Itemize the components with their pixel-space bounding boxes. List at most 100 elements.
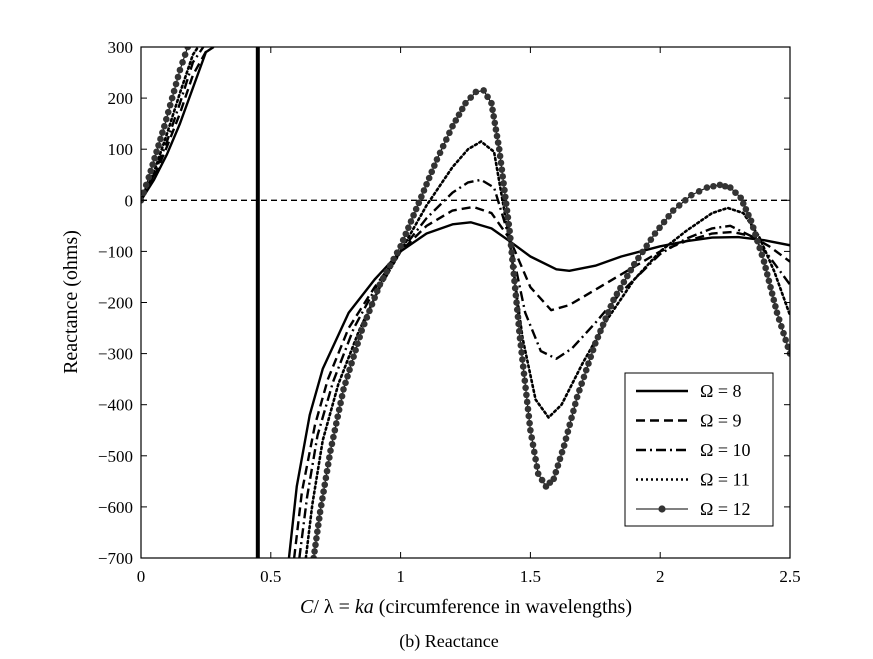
series-marker — [149, 161, 156, 168]
series-marker — [498, 166, 506, 173]
series-marker — [589, 346, 597, 354]
series-marker — [179, 59, 186, 66]
series-marker — [513, 306, 521, 313]
series-marker — [501, 186, 508, 194]
series-marker — [397, 242, 404, 250]
y-tick-label: −700 — [98, 549, 133, 568]
series-marker — [436, 149, 444, 157]
series-marker — [458, 105, 466, 113]
series-marker — [495, 145, 503, 153]
series-marker — [517, 342, 525, 349]
series-marker — [675, 202, 683, 209]
series-marker — [516, 327, 523, 335]
series-marker — [521, 377, 529, 385]
series-marker — [516, 334, 524, 342]
series-marker — [647, 236, 655, 243]
series-marker — [534, 470, 542, 477]
x-axis-label-lambda: / λ = — [313, 596, 355, 618]
series-marker — [157, 135, 164, 143]
series-marker — [721, 182, 729, 190]
series-marker — [576, 387, 583, 394]
series-marker — [558, 448, 566, 456]
series-marker — [784, 343, 790, 351]
series-marker — [462, 99, 469, 107]
series-marker — [489, 106, 496, 114]
series-marker — [446, 129, 453, 137]
series-marker — [467, 94, 474, 101]
series-marker — [332, 420, 340, 427]
legend-label: Ω = 8 — [700, 381, 742, 401]
series-marker — [502, 193, 509, 201]
series-marker — [509, 256, 516, 263]
series-marker — [340, 386, 347, 393]
series-marker — [508, 249, 516, 256]
legend-label: Ω = 12 — [700, 499, 751, 519]
series-layer — [141, 47, 790, 558]
series-marker — [455, 111, 463, 119]
series-marker — [407, 218, 415, 225]
reference-lines — [141, 47, 790, 558]
series-marker — [560, 442, 568, 449]
series-marker — [496, 152, 504, 160]
series-marker — [327, 447, 334, 454]
series-marker — [529, 441, 537, 449]
series-marker — [181, 51, 189, 58]
series-marker — [420, 187, 428, 194]
series-marker — [749, 224, 757, 231]
series-marker — [405, 224, 412, 231]
series-marker — [639, 248, 646, 256]
series-marker — [747, 217, 755, 225]
series-marker — [313, 534, 320, 542]
series-marker — [527, 426, 534, 434]
series-marker — [344, 373, 351, 380]
series-marker — [153, 148, 160, 156]
series-marker — [412, 205, 420, 213]
series-marker — [314, 521, 322, 529]
series-marker — [371, 294, 378, 302]
series-marker — [358, 327, 365, 334]
series-marker — [490, 113, 497, 120]
series-marker — [323, 467, 331, 475]
series-marker — [568, 414, 575, 422]
series-marker — [578, 380, 585, 387]
x-tick-label: 1 — [396, 567, 405, 586]
series-marker — [324, 461, 332, 468]
series-marker — [617, 284, 624, 292]
series-marker — [431, 162, 438, 169]
series-marker — [519, 356, 526, 363]
series-marker — [752, 231, 759, 238]
x-axis-label: C/ λ = ka (circumference in wavelengths) — [300, 596, 632, 618]
y-tick-label: −300 — [98, 345, 133, 364]
series-marker — [503, 207, 511, 214]
series-marker — [141, 189, 147, 196]
series-marker — [163, 115, 170, 123]
x-tick-label: 2 — [656, 567, 665, 586]
series-marker — [376, 281, 384, 288]
series-marker — [524, 405, 532, 413]
legend-box — [624, 372, 774, 527]
series-marker — [703, 184, 711, 191]
y-tick-label: 300 — [108, 38, 134, 57]
series-marker — [315, 515, 323, 522]
legend-entry: Ω = 8 — [636, 381, 742, 401]
series-marker — [360, 320, 368, 328]
series-marker — [518, 349, 525, 356]
series-marker — [316, 508, 324, 516]
series-marker — [383, 268, 391, 276]
series-marker — [523, 398, 531, 406]
series-marker — [530, 448, 538, 456]
series-marker — [425, 174, 433, 182]
series-marker — [509, 263, 517, 271]
series-marker — [342, 379, 349, 387]
series-marker — [512, 292, 520, 299]
series-marker — [742, 205, 750, 213]
series-marker — [439, 142, 447, 150]
series-marker — [390, 255, 397, 263]
series-marker — [739, 200, 747, 207]
series-marker — [159, 129, 166, 136]
series-marker — [348, 359, 355, 367]
series-marker — [418, 193, 425, 200]
series-marker — [310, 554, 317, 558]
x-axis-label-desc: (circumference in wavelengths) — [374, 596, 632, 618]
